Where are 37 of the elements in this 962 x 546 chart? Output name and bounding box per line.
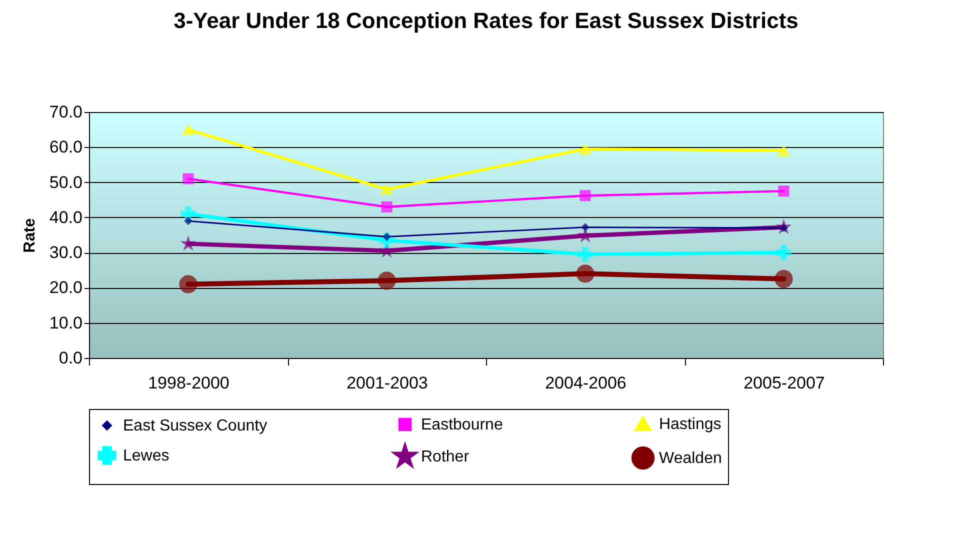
point xyxy=(381,201,392,212)
x-tick-label: 1998-2000 xyxy=(148,374,230,392)
legend-label: Eastbourne xyxy=(421,416,503,434)
y-axis-title: Rate xyxy=(21,218,38,253)
legend-label: East Sussex County xyxy=(123,418,268,434)
y-tick-label: 10.0 xyxy=(49,313,82,332)
y-tick-label: 0.0 xyxy=(58,348,82,368)
chart-title: 3-Year Under 18 Conception Rates for East Sussex Districts xyxy=(174,8,798,33)
y-tick-label: 50.0 xyxy=(49,172,82,192)
point xyxy=(581,223,590,232)
point xyxy=(777,144,790,156)
legend-label: Lewes xyxy=(123,448,170,464)
point xyxy=(182,124,195,136)
point xyxy=(182,173,194,184)
x-tick-label: 2001-2003 xyxy=(346,374,428,392)
point xyxy=(776,245,792,260)
point xyxy=(576,264,594,283)
point xyxy=(578,143,592,155)
y-tick-label: 20.0 xyxy=(49,278,82,298)
y-tick-label: 30.0 xyxy=(49,243,82,262)
point xyxy=(184,216,192,226)
x-tick-label: 2004-2006 xyxy=(545,374,626,392)
point xyxy=(179,275,198,294)
point xyxy=(180,235,196,251)
point xyxy=(774,270,793,288)
x-tick-label: 2005-2007 xyxy=(744,374,825,392)
point xyxy=(580,190,591,202)
point xyxy=(778,186,790,197)
legend-label: Wealden xyxy=(659,450,722,467)
y-tick-label: 70.0 xyxy=(49,102,82,122)
point xyxy=(380,184,394,196)
legend-label: Hastings xyxy=(659,416,722,433)
legend-label: Rother xyxy=(421,448,470,466)
y-tick-label: 60.0 xyxy=(49,138,82,157)
point xyxy=(578,246,593,262)
point xyxy=(378,272,396,290)
y-tick-label: 40.0 xyxy=(49,208,82,227)
